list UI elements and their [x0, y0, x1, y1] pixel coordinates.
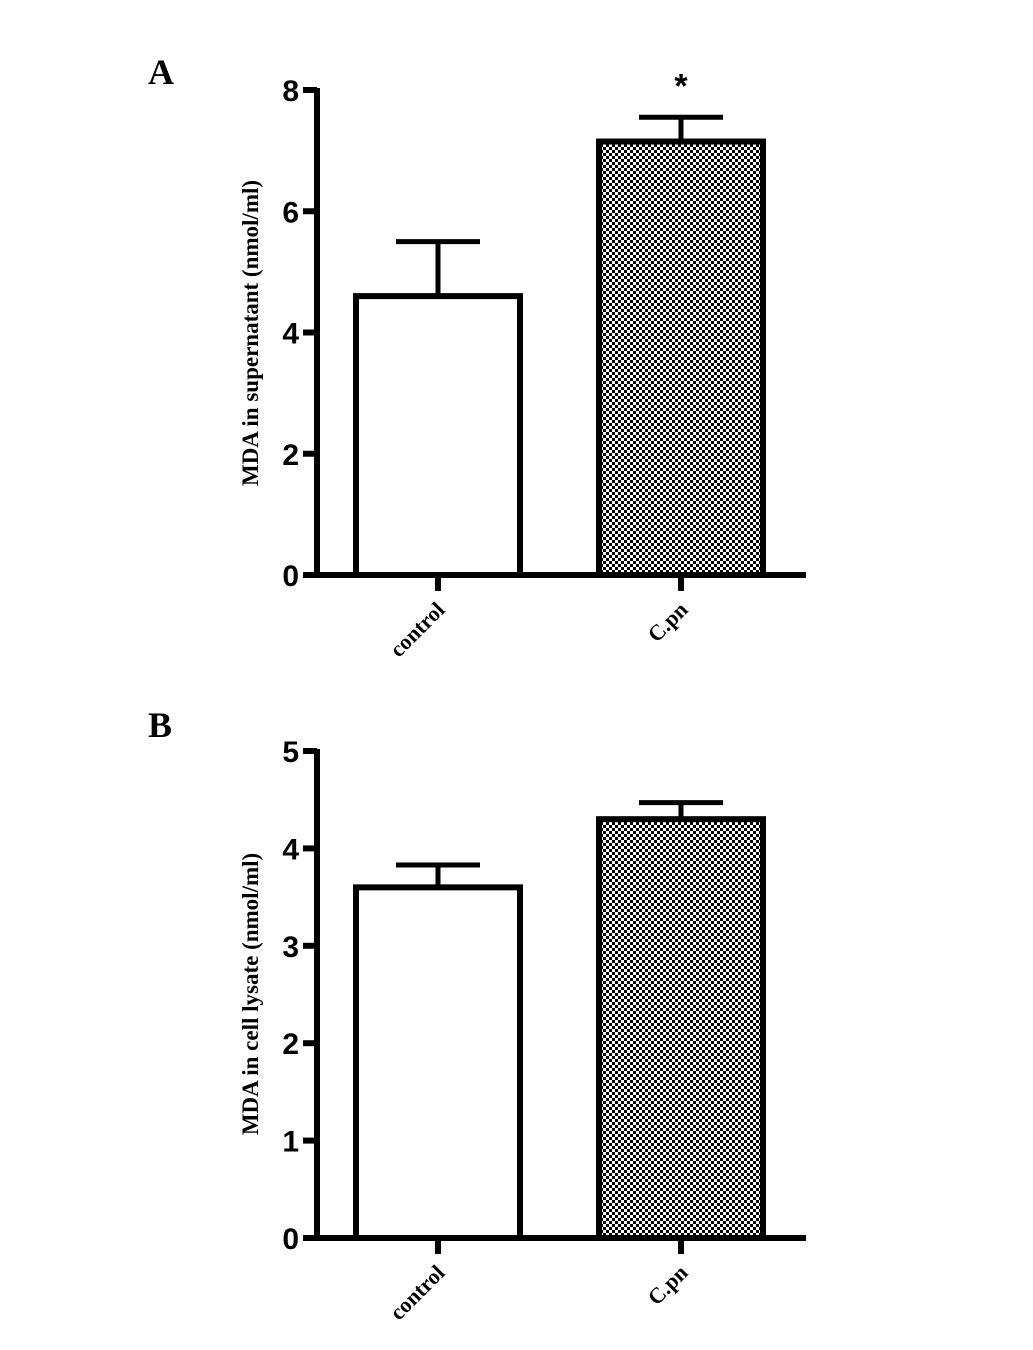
panel-a: A MDA in supernatant (nmol/ml) 0 2 4 6 8 cont… — [148, 52, 806, 662]
bar-b-0 — [353, 884, 523, 1241]
y-tick-label-a-0: 0 — [282, 560, 299, 593]
y-tick-label-b-2: 2 — [282, 1028, 299, 1061]
plot-area-a: 0 2 4 6 8 control C.pn * — [282, 67, 806, 662]
panel-b: B MDA in cell lysate (nmol/ml) 0 1 2 3 4 5 con… — [148, 705, 806, 1325]
y-tick-label-a-2: 4 — [282, 318, 299, 351]
panel-letter-b: B — [148, 705, 172, 745]
significance-star-a-0: * — [674, 67, 688, 105]
y-tick-label-b-3: 3 — [282, 931, 299, 964]
category-label-a-0: control — [385, 597, 450, 662]
y-tick-label-b-1: 1 — [282, 1126, 299, 1159]
category-label-b-0: control — [385, 1260, 450, 1325]
plot-area-b: 0 1 2 3 4 5 control C.pn — [282, 736, 806, 1325]
y-tick-label-b-4: 4 — [282, 833, 299, 866]
y-axis-title-a: MDA in supernatant (nmol/ml) — [238, 180, 263, 486]
y-tick-label-b-5: 5 — [282, 736, 299, 769]
y-axis-title-b: MDA in cell lysate (nmol/ml) — [238, 853, 263, 1135]
bar-a-0 — [353, 293, 523, 578]
bar-b-1 — [596, 816, 766, 1241]
category-label-a-1: C.pn — [642, 597, 692, 647]
panel-letter-a: A — [148, 52, 174, 92]
y-tick-label-a-3: 6 — [282, 196, 299, 229]
bar-a-1 — [596, 138, 766, 578]
category-label-b-1: C.pn — [642, 1260, 692, 1310]
y-tick-label-b-0: 0 — [282, 1223, 299, 1256]
y-tick-label-a-1: 2 — [282, 439, 299, 472]
y-tick-label-a-4: 8 — [282, 75, 299, 108]
